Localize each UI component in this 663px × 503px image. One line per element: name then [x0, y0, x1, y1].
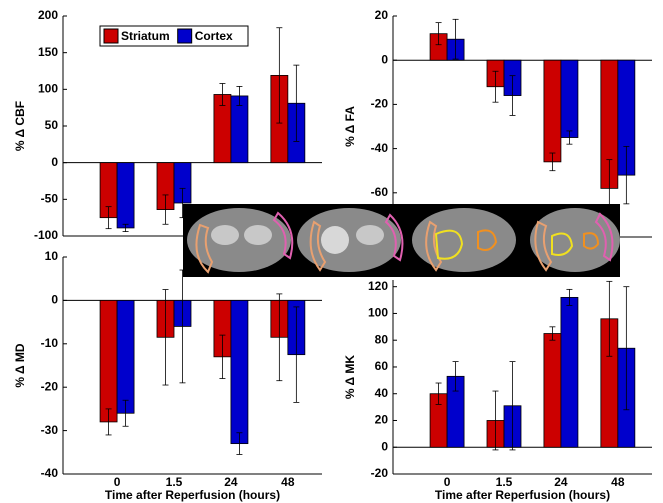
- bar: [561, 297, 578, 447]
- bar: [544, 60, 561, 162]
- panel: -20 0 20 40 60 80 100 120 % Δ MK Time after Reper…: [343, 279, 652, 502]
- y-axis-label: % Δ FA: [343, 106, 357, 147]
- y-axis-label: % Δ CBF: [13, 101, 27, 151]
- bar: [100, 300, 117, 422]
- y-tick-label: -40: [41, 466, 59, 480]
- y-tick-label: -40: [371, 141, 389, 155]
- x-tick-label: 0: [444, 475, 451, 489]
- y-tick-label: 150: [38, 45, 58, 59]
- y-tick-label: -10: [41, 336, 59, 350]
- y-tick-label: 100: [368, 306, 388, 320]
- legend-label: Striatum: [121, 29, 170, 43]
- y-tick-label: -30: [41, 423, 59, 437]
- legend: Striatum Cortex: [100, 26, 248, 46]
- x-axis-label: Time after Reperfusion (hours): [105, 488, 280, 502]
- figure: -100-50050100150200% Δ CBFStriatumCortex…: [0, 0, 663, 503]
- y-tick-label: -60: [371, 185, 389, 199]
- y-tick-label: 80: [375, 332, 389, 346]
- x-tick-label: 24: [554, 475, 568, 489]
- bar: [117, 163, 134, 228]
- bar: [231, 300, 248, 443]
- y-tick-label: 10: [45, 249, 59, 263]
- y-tick-label: 120: [368, 279, 388, 293]
- y-tick-label: -50: [41, 192, 59, 206]
- x-tick-label: 1.5: [166, 475, 183, 489]
- y-tick-label: 0: [381, 439, 388, 453]
- brain-image-strip: [183, 204, 620, 277]
- y-tick-label: 100: [38, 82, 58, 96]
- y-tick-label: 0: [51, 155, 58, 169]
- y-tick-label: -20: [41, 379, 59, 393]
- panel: -60 -40 -20 0 20 % Δ FA: [343, 8, 652, 237]
- panel: -40 -30 -20 -10 0 10 % Δ MD Time after Reperfus…: [13, 249, 322, 502]
- bar: [561, 60, 578, 137]
- y-tick-label: 0: [51, 293, 58, 307]
- x-axis-label: Time after Reperfusion (hours): [435, 488, 610, 502]
- y-tick-label: 0: [381, 52, 388, 66]
- y-tick-label: 40: [375, 386, 389, 400]
- bar: [544, 334, 561, 448]
- bar: [117, 300, 134, 413]
- x-tick-label: 48: [611, 475, 625, 489]
- legend-label: Cortex: [195, 29, 233, 43]
- y-tick-label: -20: [371, 466, 389, 480]
- legend-swatch: [104, 29, 118, 43]
- y-tick-label: -100: [34, 228, 58, 242]
- y-axis-label: % Δ MD: [13, 343, 27, 388]
- y-tick-label: 20: [375, 413, 389, 427]
- x-tick-label: 0: [114, 475, 121, 489]
- y-tick-label: 50: [45, 118, 59, 132]
- y-tick-label: 20: [375, 8, 389, 22]
- y-tick-label: 60: [375, 359, 389, 373]
- y-axis-label: % Δ MK: [343, 355, 357, 400]
- x-tick-label: 1.5: [496, 475, 513, 489]
- x-tick-label: 48: [281, 475, 295, 489]
- x-tick-label: 24: [224, 475, 238, 489]
- y-tick-label: 200: [38, 8, 58, 22]
- y-tick-label: -20: [371, 97, 389, 111]
- legend-swatch: [178, 29, 192, 43]
- bar: [231, 96, 248, 163]
